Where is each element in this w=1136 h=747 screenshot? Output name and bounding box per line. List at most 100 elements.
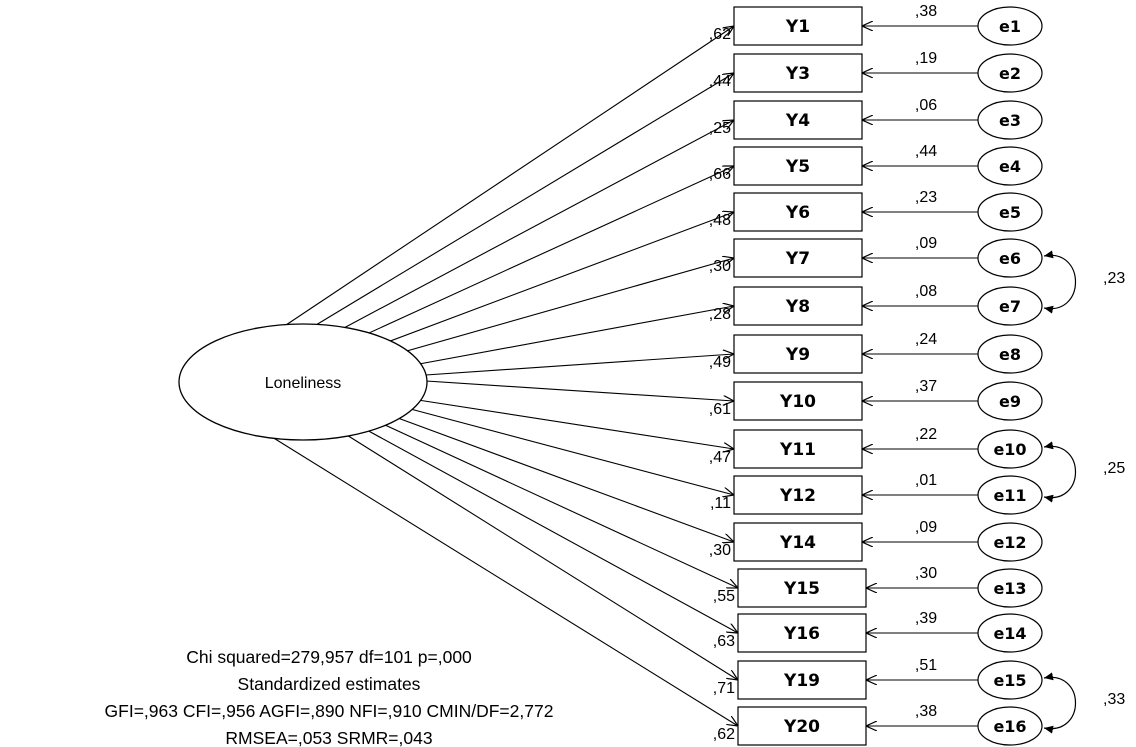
loading-coefficient: ,49 [709, 354, 731, 371]
loading-path [305, 73, 734, 332]
loading-coefficient: ,63 [713, 633, 735, 650]
indicator-label: Y3 [785, 64, 810, 84]
loading-path [353, 422, 738, 633]
latent-ellipse [178, 323, 428, 441]
covariance-arrow [1043, 441, 1076, 503]
error-variance: ,38 [915, 3, 937, 20]
covariance-value: ,33 [1103, 691, 1125, 708]
error-variance: ,51 [915, 657, 937, 674]
covariance-arrow [1043, 672, 1076, 734]
latent-label: Loneliness [265, 375, 342, 392]
loading-coefficient: ,62 [709, 26, 731, 43]
indicator-label: Y19 [783, 671, 820, 691]
error-variance: ,38 [915, 703, 937, 720]
error-ellipse [977, 660, 1043, 700]
error-variance: ,08 [915, 283, 937, 300]
error-ellipse [977, 53, 1043, 93]
indicator-label: Y14 [779, 533, 816, 553]
error-variance: ,19 [915, 50, 937, 67]
loading-path [386, 413, 734, 542]
loading-path [374, 258, 734, 361]
error-variance: ,09 [915, 235, 937, 252]
error-label: e5 [999, 203, 1021, 222]
error-label: e9 [999, 392, 1021, 411]
error-label: e11 [993, 486, 1026, 505]
indicator-nodes: Y1 ,62 ,38 e1 Y3 ,44 ,19 e2 Y4 ,25 ,06 e3 Y5 ,66 ,44 e4… [709, 3, 1043, 746]
error-label: e7 [999, 297, 1021, 316]
error-label: e4 [999, 157, 1021, 176]
loading-path [326, 120, 734, 338]
error-label: e15 [993, 671, 1026, 690]
indicator-label: Y6 [785, 203, 810, 223]
loading-path [391, 306, 734, 370]
loading-coefficient: ,55 [713, 588, 735, 605]
indicator-label: Y5 [785, 157, 810, 177]
indicator-box [733, 53, 863, 93]
error-label: e10 [993, 440, 1026, 459]
error-label: e13 [993, 579, 1026, 598]
indicator-label: Y4 [785, 111, 810, 131]
latent-factor: Loneliness [178, 323, 428, 441]
error-ellipse [977, 613, 1043, 653]
error-ellipse [977, 238, 1043, 278]
loading-path [285, 26, 734, 326]
error-variance: ,37 [915, 378, 937, 395]
error-variance: ,06 [915, 97, 937, 114]
indicator-label: Y7 [785, 249, 810, 269]
error-ellipse [977, 706, 1043, 746]
error-variance: ,23 [915, 189, 937, 206]
error-label: e14 [993, 624, 1026, 643]
loading-coefficient: ,47 [709, 449, 731, 466]
indicator-label: Y15 [783, 579, 820, 599]
error-ellipse [977, 568, 1043, 608]
error-ellipse [977, 334, 1043, 374]
error-variance: ,24 [915, 331, 937, 348]
error-ellipse [977, 146, 1043, 186]
error-variance: ,01 [915, 472, 937, 489]
loading-coefficient: ,71 [713, 680, 735, 697]
indicator-label: Y10 [779, 392, 816, 412]
loading-coefficient: ,44 [709, 73, 731, 90]
fit-indices: GFI=,963 CFI=,956 AGFI=,890 NFI=,910 CMI… [105, 701, 554, 721]
indicator-box [733, 429, 863, 469]
error-ellipse [977, 429, 1043, 469]
indicator-box [737, 613, 867, 653]
indicator-box [737, 568, 867, 608]
indicator-box [733, 334, 863, 374]
error-ellipse [977, 381, 1043, 421]
indicator-label: Y16 [783, 624, 820, 644]
loading-coefficient: ,30 [709, 542, 731, 559]
covariance-value: ,23 [1103, 270, 1125, 287]
error-label: e3 [999, 111, 1021, 130]
error-ellipse [977, 192, 1043, 232]
loading-coefficient: ,25 [709, 120, 731, 137]
loading-coefficient: ,28 [709, 306, 731, 323]
error-ellipse [977, 286, 1043, 326]
loading-path [360, 212, 734, 353]
indicator-box [733, 381, 863, 421]
loading-coefficient: ,61 [709, 401, 731, 418]
loading-path [425, 380, 734, 401]
error-ellipse [977, 100, 1043, 140]
indicator-label: Y11 [779, 440, 816, 460]
loading-paths [271, 26, 738, 726]
fit-rmsea-srmr: RMSEA=,053 SRMR=,043 [225, 728, 432, 747]
error-variance: ,22 [915, 426, 937, 443]
error-label: e6 [999, 249, 1021, 268]
fit-statistics: Chi squared=279,957 df=101 p=,000 Standa… [105, 647, 554, 747]
error-ellipse [977, 475, 1043, 515]
error-variance: ,09 [915, 519, 937, 536]
loading-coefficient: ,30 [709, 258, 731, 275]
error-ellipse [977, 522, 1043, 562]
loading-coefficient: ,11 [710, 495, 731, 512]
indicator-box [733, 146, 863, 186]
indicator-box [737, 706, 867, 746]
loading-coefficient: ,62 [713, 726, 735, 743]
error-label: e2 [999, 64, 1021, 83]
residual-paths [862, 26, 978, 726]
error-label: e1 [999, 17, 1021, 36]
indicator-label: Y20 [783, 717, 820, 737]
error-variance: ,44 [915, 143, 937, 160]
covariance-arrow [1043, 250, 1076, 314]
